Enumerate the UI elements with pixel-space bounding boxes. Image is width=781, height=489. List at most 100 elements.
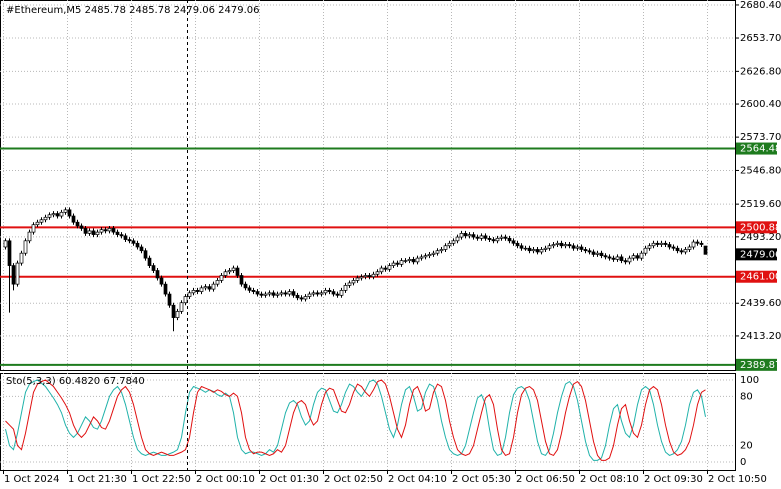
candle-body xyxy=(607,256,612,259)
candle-body xyxy=(99,229,104,233)
candle-body xyxy=(563,244,568,247)
candle-body xyxy=(7,240,12,266)
candle-body xyxy=(179,302,184,312)
candle-body xyxy=(103,229,108,232)
candle-body xyxy=(463,233,468,237)
candle-body xyxy=(215,280,220,285)
y-tick-label: 2519.60 xyxy=(740,199,781,210)
candle-body xyxy=(275,293,280,296)
candle-body xyxy=(571,245,576,249)
candle-body xyxy=(87,230,92,234)
x-tick-label: 2 Oct 01:30 xyxy=(260,474,319,485)
candle-body xyxy=(427,254,432,257)
candle-body xyxy=(687,246,692,250)
stoch-tick-label: 20 xyxy=(740,441,753,452)
candle-body xyxy=(55,213,60,217)
candle-body xyxy=(247,287,252,291)
candle-body xyxy=(575,246,580,249)
candle-body xyxy=(395,262,400,265)
candle-body xyxy=(127,239,132,242)
candle-body xyxy=(291,291,296,296)
candle-body xyxy=(523,247,528,250)
candle-body xyxy=(167,293,172,306)
x-tick-label: 1 Oct 2024 xyxy=(4,474,59,485)
candle-body xyxy=(39,219,44,223)
candle-body xyxy=(43,216,48,221)
candle-body xyxy=(191,290,196,294)
candle-body xyxy=(527,247,532,252)
candle-body xyxy=(447,242,452,247)
x-tick-label: 2 Oct 06:50 xyxy=(516,474,575,485)
candle-body xyxy=(483,235,488,239)
stoch-line xyxy=(5,379,706,461)
candle-body xyxy=(499,236,504,239)
x-tick-label: 2 Oct 10:50 xyxy=(708,474,767,485)
candle-body xyxy=(271,292,276,296)
levels xyxy=(0,147,735,366)
x-tick-label: 2 Oct 04:10 xyxy=(388,474,447,485)
candle-body xyxy=(171,304,176,318)
candle-body xyxy=(599,252,604,257)
candle-body xyxy=(491,239,496,242)
candle-body xyxy=(351,280,356,284)
candle-body xyxy=(543,247,548,250)
candle-body xyxy=(407,259,412,261)
candle-body xyxy=(663,242,668,245)
stoch-tick-label: 0 xyxy=(740,457,746,468)
last-price-label: 2479.06 xyxy=(740,249,781,260)
candle-body xyxy=(35,221,40,226)
candle-body xyxy=(659,242,664,245)
candle-body xyxy=(675,247,680,252)
candle-body xyxy=(391,262,396,266)
candle-body xyxy=(495,237,500,242)
candle-body xyxy=(691,241,696,248)
candle-body xyxy=(399,260,404,265)
candle-body xyxy=(15,262,20,285)
candle-body xyxy=(611,257,616,260)
candle-body xyxy=(243,283,248,289)
candle-body xyxy=(595,252,600,255)
candle-body xyxy=(639,252,644,259)
candle-body xyxy=(279,292,284,295)
candle-body xyxy=(579,246,584,250)
candle-body xyxy=(75,221,80,227)
x-tick-label: 1 Oct 22:50 xyxy=(132,474,191,485)
candle-body xyxy=(411,259,416,263)
candle-body xyxy=(355,277,360,281)
candle-body xyxy=(703,245,708,255)
candle-body xyxy=(339,290,344,296)
candle-body xyxy=(147,257,152,266)
candle-body xyxy=(367,275,372,278)
y-tick-label: 2546.80 xyxy=(740,165,781,176)
candle-body xyxy=(387,265,392,270)
candle-body xyxy=(643,247,648,254)
candle-body xyxy=(31,224,36,233)
candle-body xyxy=(159,277,164,285)
main-frame xyxy=(0,0,736,371)
candle-body xyxy=(131,240,136,244)
candle-body xyxy=(187,292,192,297)
candle-body xyxy=(647,245,652,249)
candle-body xyxy=(471,234,476,238)
x-tick-label: 2 Oct 02:50 xyxy=(324,474,383,485)
candle-body xyxy=(155,270,160,279)
candle-body xyxy=(59,211,64,217)
candle-body xyxy=(459,233,464,238)
last-price-box xyxy=(736,248,777,261)
candle-body xyxy=(151,265,156,271)
candle-body xyxy=(519,245,524,249)
candle-body xyxy=(11,265,16,285)
candle-body xyxy=(667,244,672,248)
candle-body xyxy=(259,293,264,296)
candle-body xyxy=(91,230,96,235)
candle-body xyxy=(383,267,388,270)
candle-body xyxy=(443,245,448,250)
candle-body xyxy=(311,292,316,295)
candle-body xyxy=(435,250,440,254)
candle-body xyxy=(559,242,564,247)
candle-body xyxy=(479,235,484,239)
candle-body xyxy=(603,255,608,258)
candle-body xyxy=(67,209,72,217)
candle-body xyxy=(403,260,408,262)
y-tick-label: 2439.60 xyxy=(740,298,781,309)
